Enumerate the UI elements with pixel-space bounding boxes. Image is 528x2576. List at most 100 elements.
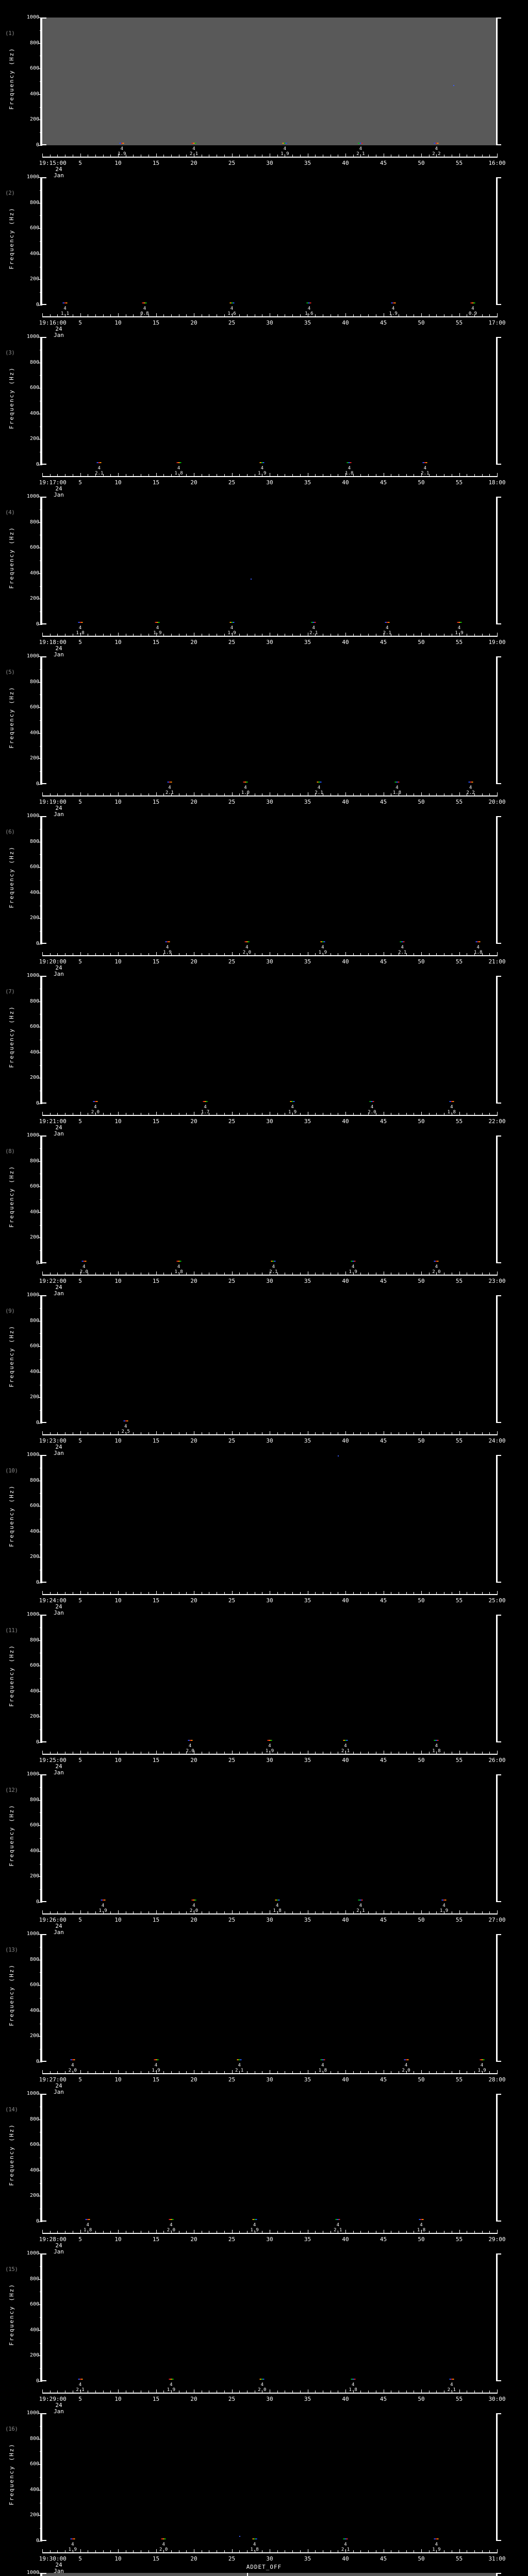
event-marker[interactable]	[449, 1101, 454, 1102]
event-marker[interactable]	[252, 2219, 257, 2220]
event-marker[interactable]	[317, 782, 322, 783]
event-marker[interactable]	[252, 2538, 257, 2539]
event-marker[interactable]	[165, 941, 170, 942]
event-marker[interactable]	[176, 1261, 182, 1262]
event-marker[interactable]	[320, 941, 325, 942]
spectrogram-panel[interactable]: (15)Frequency (Hz)0200400600800100042.14…	[0, 2242, 528, 2421]
event-marker[interactable]	[351, 2379, 356, 2380]
spectrogram-panel[interactable]: (11) Frequency (Hz) 0 200 400 600 800 1000 4 2.0 4…	[0, 1603, 528, 1782]
event-marker[interactable]	[282, 143, 287, 144]
spectrogram-panel[interactable]: (16) Frequency (Hz) 0 200 400 600 800 1000 4 1.9 4…	[0, 2402, 528, 2576]
event-marker[interactable]	[400, 941, 405, 942]
spectrogram-panel[interactable]: (1)Frequency (Hz)0200400600800100041.942…	[0, 6, 528, 185]
event-marker[interactable]	[385, 622, 390, 623]
plot-area[interactable]	[42, 497, 497, 624]
event-marker[interactable]	[422, 462, 427, 463]
event-marker[interactable]	[335, 2219, 340, 2220]
event-marker[interactable]	[434, 2538, 439, 2539]
plot-area[interactable]	[42, 1615, 497, 1742]
event-marker[interactable]	[203, 1101, 208, 1102]
time-cursor[interactable]	[246, 2573, 248, 2576]
event-marker[interactable]	[271, 1261, 276, 1262]
event-marker[interactable]	[351, 1261, 356, 1262]
plot-area[interactable]	[42, 2094, 497, 2222]
event-marker[interactable]	[404, 2059, 409, 2060]
event-marker[interactable]	[167, 782, 172, 783]
spectrogram-panel[interactable]: (8) Frequency (Hz) 0 200 400 600 800 1000 4 2.0 4 1…	[0, 1124, 528, 1303]
event-marker[interactable]	[434, 143, 439, 144]
event-marker[interactable]	[154, 2059, 158, 2060]
spectrogram-panel[interactable]: (9) Frequency (Hz) 0 200 400 600 800 1000 4 2.5 19…	[0, 1284, 528, 1463]
event-marker[interactable]	[419, 2219, 424, 2220]
event-marker[interactable]	[470, 302, 475, 303]
event-marker[interactable]	[191, 1900, 196, 1901]
plot-area[interactable]	[42, 816, 497, 944]
event-marker[interactable]	[391, 302, 396, 303]
event-marker[interactable]	[369, 1101, 374, 1102]
event-marker[interactable]	[394, 782, 400, 783]
event-marker[interactable]	[70, 2538, 75, 2539]
plot-area[interactable]	[42, 976, 497, 1104]
plot-area[interactable]	[42, 337, 497, 465]
event-marker[interactable]	[480, 2059, 485, 2060]
plot-area[interactable]	[42, 1455, 497, 1583]
event-marker[interactable]	[101, 1900, 106, 1901]
event-marker[interactable]	[290, 1101, 295, 1102]
event-marker[interactable]	[343, 1740, 348, 1741]
spectrogram-panel[interactable]: (5) Frequency (Hz) 0 200 400 600 800 1000 4 2.1 4 1…	[0, 645, 528, 824]
event-marker[interactable]	[358, 1900, 363, 1901]
event-marker[interactable]	[155, 622, 160, 623]
event-marker[interactable]	[449, 2379, 454, 2380]
plot-area[interactable]	[42, 1136, 497, 1263]
event-marker[interactable]	[169, 2379, 174, 2380]
spectrogram-panel[interactable]: (10) Frequency (Hz) 0 200 400 600 800 1000 19:24…	[0, 1444, 528, 1622]
event-marker[interactable]	[275, 1900, 280, 1901]
event-marker[interactable]	[441, 1900, 447, 1901]
event-marker[interactable]	[343, 2538, 348, 2539]
event-marker[interactable]	[191, 143, 196, 144]
event-marker[interactable]	[346, 462, 352, 463]
event-marker[interactable]	[229, 302, 234, 303]
spectrogram-panel[interactable]: (13) Frequency (Hz) 0 200 400 600 800 1000 4 2.0 4…	[0, 1923, 528, 2102]
event-marker[interactable]	[434, 1740, 439, 1741]
event-marker[interactable]	[161, 2538, 166, 2539]
event-marker[interactable]	[259, 2379, 265, 2380]
event-marker[interactable]	[188, 1740, 193, 1741]
plot-area[interactable]	[42, 177, 497, 305]
event-marker[interactable]	[62, 302, 68, 303]
event-marker[interactable]	[358, 143, 363, 144]
event-marker[interactable]	[311, 622, 316, 623]
event-marker[interactable]	[70, 2059, 75, 2060]
spectrogram-panel[interactable]: (4)Frequency (Hz)0200400600800100041.841…	[0, 485, 528, 664]
event-marker[interactable]	[243, 782, 248, 783]
event-marker[interactable]	[93, 1101, 98, 1102]
event-marker[interactable]	[259, 462, 265, 463]
spectrogram-panel[interactable]: (6) Frequency (Hz) 0 200 400 600 800 1000 4 1.9 4 2…	[0, 805, 528, 984]
spectrogram-panel[interactable]: (14) Frequency (Hz) 0 200 400 600 800 1000 4 1.8 4…	[0, 2082, 528, 2261]
event-marker[interactable]	[119, 143, 124, 144]
event-marker[interactable]	[142, 302, 147, 303]
event-marker[interactable]	[320, 2059, 325, 2060]
spectrogram-panel[interactable]: (2) Frequency (Hz) 0 200 400 600 800 1000 4 1.1 4 0…	[0, 166, 528, 345]
event-marker[interactable]	[78, 2379, 82, 2380]
plot-area[interactable]	[42, 18, 497, 145]
plot-area[interactable]	[42, 1934, 497, 2062]
event-marker[interactable]	[306, 302, 311, 303]
spectrogram-panel[interactable]: (3) Frequency (Hz) 0 200 400 600 800 1000 4 2.1 4 1…	[0, 326, 528, 504]
event-marker[interactable]	[457, 622, 461, 623]
event-marker[interactable]	[267, 1740, 272, 1741]
event-marker[interactable]	[468, 782, 473, 783]
event-marker[interactable]	[81, 1261, 87, 1262]
plot-area[interactable]	[42, 2573, 497, 2576]
plot-area[interactable]	[42, 1774, 497, 1902]
spectrogram-panel[interactable]: (7) Frequency (Hz) 0 200 400 600 800 1000 4 2.0 4 1…	[0, 964, 528, 1143]
plot-area[interactable]	[42, 2413, 497, 2541]
event-marker[interactable]	[244, 941, 250, 942]
event-marker[interactable]	[78, 622, 82, 623]
event-marker[interactable]	[176, 462, 182, 463]
plot-area[interactable]	[42, 1295, 497, 1423]
event-marker[interactable]	[169, 2219, 174, 2220]
plot-area[interactable]	[42, 2253, 497, 2381]
event-marker[interactable]	[85, 2219, 90, 2220]
spectrogram-panel[interactable]: (12) Frequency (Hz) 0 200 400 600 800 1000 4 1.9 4…	[0, 1763, 528, 1942]
